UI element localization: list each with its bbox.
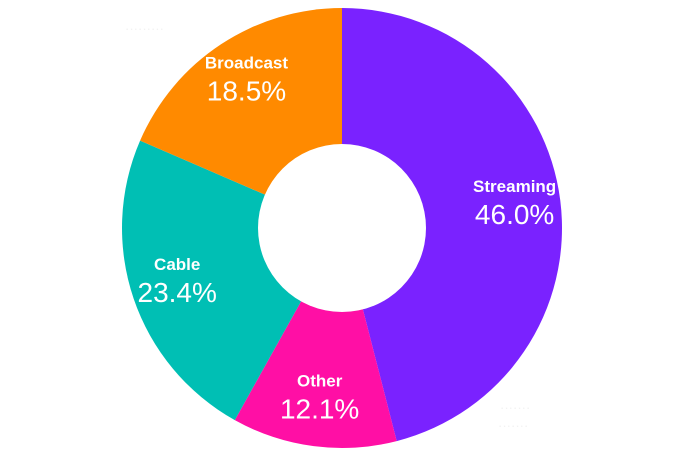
donut-hole <box>258 144 426 312</box>
slice-label-broadcast: Broadcast <box>205 54 288 73</box>
labels-group: Streaming 46.0% Other 12.1% Cable 23.4% Broadc… <box>138 54 557 425</box>
slice-value-broadcast: 18.5% <box>207 76 286 107</box>
slice-value-other: 12.1% <box>280 394 359 425</box>
slice-streaming <box>342 8 562 442</box>
slice-label-streaming: Streaming <box>473 177 556 196</box>
faint-bottom-right-text-1: ······· <box>500 400 530 415</box>
slice-value-streaming: 46.0% <box>475 199 554 230</box>
slices-group <box>121 7 562 448</box>
slice-other <box>234 228 397 448</box>
slice-value-cable: 23.4% <box>138 277 217 308</box>
slice-label-other: Other <box>297 372 343 391</box>
faint-bottom-right-text-2: ······· <box>498 418 528 433</box>
faint-top-left-text: ········· <box>125 21 164 36</box>
slice-label-cable: Cable <box>154 255 200 274</box>
